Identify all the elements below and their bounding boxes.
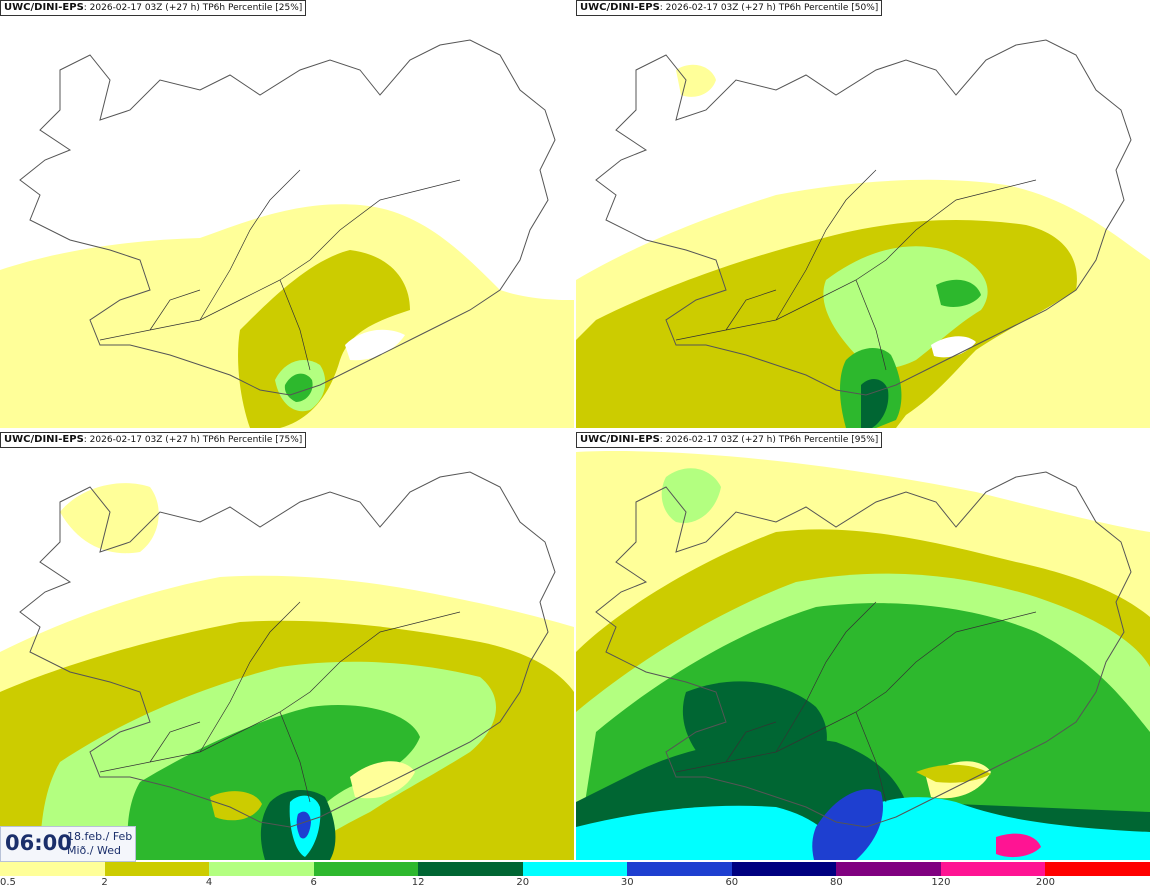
panel-title: UWC/DINI-EPS: 2026-02-17 03Z (+27 h) TP6…: [0, 432, 307, 448]
legend-tick-label: 200: [1035, 877, 1055, 888]
precip-field: [0, 204, 574, 428]
model-name: UWC/DINI-EPS: [4, 2, 84, 13]
run-info: : 2026-02-17 03Z (+27 h): [83, 435, 200, 445]
legend-tick-label: 60: [725, 877, 739, 888]
legend-swatch: [418, 862, 524, 876]
legend-tick-label: 30: [620, 877, 634, 888]
legend-swatch: [522, 862, 629, 876]
road-network: [99, 601, 461, 803]
valid-time-box: 06:00 18.feb./ Feb Mið./ Wed: [0, 826, 136, 862]
legend-swatch: [940, 862, 1047, 876]
precip-map: [0, 471, 574, 860]
panel-title: UWC/DINI-EPS: 2026-02-17 03Z (+27 h) TP6…: [0, 0, 307, 16]
precip-map: [576, 39, 1150, 428]
map-panel-p50: UWC/DINI-EPS: 2026-02-17 03Z (+27 h) TP6…: [576, 0, 1150, 428]
legend-swatch: [731, 862, 838, 876]
map-panel-p75: UWC/DINI-EPS: 2026-02-17 03Z (+27 h) TP6…: [0, 432, 574, 860]
legend-swatch: [1045, 862, 1150, 876]
legend-swatch: [0, 862, 106, 876]
legend-tick-label: 20: [516, 877, 530, 888]
legend-swatch: [836, 862, 942, 876]
valid-date-line1: 18.feb./ Feb: [67, 830, 133, 843]
coastline: [19, 39, 556, 396]
precip-map: [576, 451, 1150, 860]
panel-title: UWC/DINI-EPS: 2026-02-17 03Z (+27 h) TP6…: [576, 0, 883, 16]
legend-tick-label: 0.5: [0, 877, 16, 888]
valid-time: 06:00: [5, 831, 72, 855]
product-name: TP6h Percentile [75%]: [199, 435, 303, 445]
precip-field: [576, 64, 1150, 428]
legend-swatch: [209, 862, 315, 876]
legend-tick-label: 120: [931, 877, 951, 888]
coastline: [595, 39, 1132, 396]
valid-date-line2: Mið./ Wed: [67, 844, 121, 857]
model-name: UWC/DINI-EPS: [580, 2, 660, 13]
road-network: [675, 601, 1037, 803]
product-name: TP6h Percentile [95%]: [775, 435, 879, 445]
run-info: : 2026-02-17 03Z (+27 h): [659, 435, 776, 445]
legend-tick-label: 2: [101, 877, 108, 888]
map-panel-p25: UWC/DINI-EPS: 2026-02-17 03Z (+27 h) TP6…: [0, 0, 574, 428]
legend-swatch: [627, 862, 733, 876]
product-name: TP6h Percentile [50%]: [775, 3, 879, 13]
run-info: : 2026-02-17 03Z (+27 h): [83, 3, 200, 13]
precip-field: [0, 483, 574, 860]
valid-date: 18.feb./ Feb Mið./ Wed: [67, 830, 132, 858]
precip-field: [576, 451, 1150, 860]
legend-swatch: [104, 862, 211, 876]
run-info: : 2026-02-17 03Z (+27 h): [659, 3, 776, 13]
road-network: [99, 169, 461, 371]
model-name: UWC/DINI-EPS: [4, 434, 84, 445]
precip-map: [0, 39, 574, 428]
coastline: [595, 471, 1132, 828]
road-network: [675, 169, 1037, 371]
map-panel-p95: UWC/DINI-EPS: 2026-02-17 03Z (+27 h) TP6…: [576, 432, 1150, 860]
model-name: UWC/DINI-EPS: [580, 434, 660, 445]
legend-swatch: [313, 862, 420, 876]
legend-tick-label: 12: [411, 877, 425, 888]
legend-tick-label: 6: [310, 877, 317, 888]
panel-title: UWC/DINI-EPS: 2026-02-17 03Z (+27 h) TP6…: [576, 432, 883, 448]
product-name: TP6h Percentile [25%]: [199, 3, 303, 13]
legend-tick-label: 4: [205, 877, 213, 888]
coastline: [19, 471, 556, 828]
legend-tick-label: 80: [829, 877, 843, 888]
color-legend: 0.5 2 4 6 12 20 30 60 80 120 200: [0, 862, 1150, 891]
